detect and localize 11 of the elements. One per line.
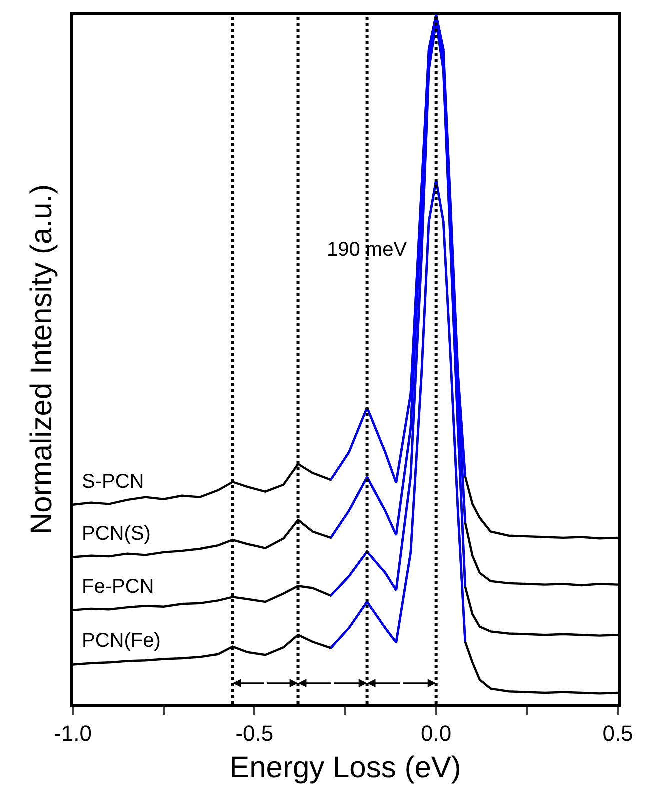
x-tick-label: 0.5 [602, 721, 634, 746]
series-label: PCN(Fe) [82, 630, 161, 652]
y-axis-title: Normalized Intensity (a.u.) [25, 184, 58, 535]
series-label: S-PCN [82, 471, 144, 493]
series-label: PCN(S) [82, 523, 151, 545]
x-tick-label: -1.0 [54, 721, 92, 746]
series-label: Fe-PCN [82, 576, 154, 598]
x-tick-label: 0.0 [421, 721, 452, 746]
annotation: 190 meV [327, 239, 408, 261]
x-axis-title: Energy Loss (eV) [230, 752, 462, 785]
x-tick-label: -0.5 [236, 721, 274, 746]
